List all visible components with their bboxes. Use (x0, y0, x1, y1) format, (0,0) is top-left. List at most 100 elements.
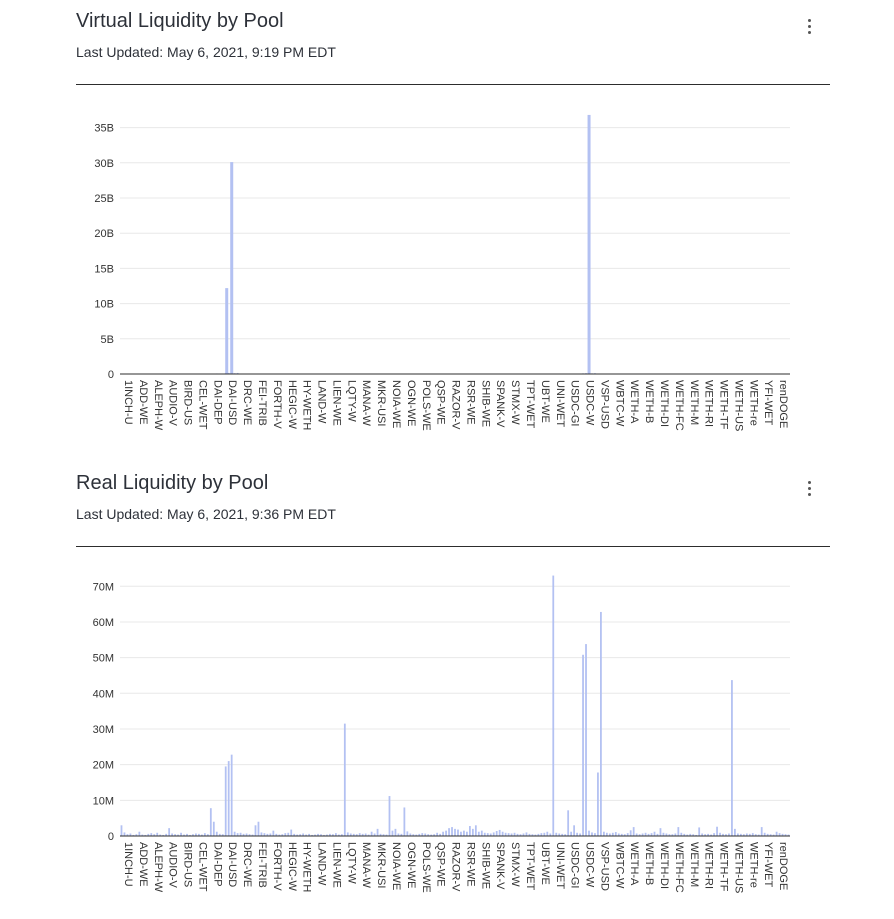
bar[interactable] (248, 834, 251, 836)
bar[interactable] (242, 833, 245, 836)
bar[interactable] (141, 834, 144, 836)
bar[interactable] (275, 833, 278, 836)
bar[interactable] (668, 834, 671, 836)
bar[interactable] (680, 832, 683, 836)
bar[interactable] (451, 827, 453, 836)
bar[interactable] (540, 833, 543, 836)
bar[interactable] (203, 833, 206, 836)
bar[interactable] (302, 833, 305, 836)
bar[interactable] (403, 807, 406, 836)
bar[interactable] (513, 832, 516, 836)
bar[interactable] (742, 834, 745, 836)
bar[interactable] (525, 832, 528, 836)
bar[interactable] (427, 834, 430, 836)
bar[interactable] (787, 834, 790, 836)
bar[interactable] (221, 834, 224, 836)
bar[interactable] (305, 834, 308, 836)
bar[interactable] (361, 833, 364, 836)
bar[interactable] (751, 833, 754, 836)
bar[interactable] (716, 826, 718, 836)
bar[interactable] (704, 834, 707, 836)
bar[interactable] (370, 831, 373, 836)
bar[interactable] (171, 833, 174, 836)
bar[interactable] (477, 831, 480, 836)
bar[interactable] (534, 834, 537, 836)
bar[interactable] (337, 834, 340, 836)
bar[interactable] (323, 834, 325, 836)
kebab-menu-icon[interactable] (802, 478, 818, 500)
bar[interactable] (442, 831, 444, 836)
bar[interactable] (611, 832, 614, 836)
bar[interactable] (570, 831, 573, 836)
bar[interactable] (224, 766, 227, 836)
bar[interactable] (192, 834, 194, 836)
bar[interactable] (588, 830, 590, 836)
bar[interactable] (233, 831, 236, 836)
bar[interactable] (656, 833, 659, 836)
bar[interactable] (558, 833, 561, 836)
bar[interactable] (326, 834, 328, 836)
bar[interactable] (600, 611, 602, 836)
bar[interactable] (537, 833, 540, 836)
bar[interactable] (332, 834, 334, 836)
bar[interactable] (168, 828, 171, 836)
bar[interactable] (174, 834, 176, 836)
bar[interactable] (659, 828, 662, 836)
bar[interactable] (725, 834, 727, 836)
bar[interactable] (567, 810, 570, 836)
bar[interactable] (677, 827, 680, 836)
bar[interactable] (227, 372, 230, 374)
bar[interactable] (635, 833, 638, 836)
bar[interactable] (209, 808, 212, 836)
bar[interactable] (308, 833, 310, 836)
bar[interactable] (225, 288, 229, 374)
bar[interactable] (251, 834, 254, 836)
bar[interactable] (254, 825, 257, 836)
bar[interactable] (644, 832, 647, 836)
bar[interactable] (284, 833, 287, 836)
bar[interactable] (745, 833, 748, 836)
bar[interactable] (424, 833, 427, 836)
bar[interactable] (340, 834, 343, 836)
bar[interactable] (463, 830, 465, 836)
bar[interactable] (448, 828, 450, 836)
bar[interactable] (454, 828, 456, 836)
bar[interactable] (376, 828, 379, 836)
bar[interactable] (439, 833, 442, 836)
bar[interactable] (492, 832, 495, 836)
bar[interactable] (543, 832, 546, 836)
bar[interactable] (674, 833, 677, 836)
bar[interactable] (445, 830, 447, 836)
bar[interactable] (686, 834, 689, 836)
bar[interactable] (198, 833, 200, 836)
bar[interactable] (460, 831, 462, 836)
bar[interactable] (379, 833, 382, 836)
bar[interactable] (385, 834, 388, 836)
bar[interactable] (349, 833, 352, 836)
bar[interactable] (334, 833, 337, 836)
bar[interactable] (519, 834, 522, 836)
bar[interactable] (239, 832, 242, 836)
bar[interactable] (397, 833, 400, 836)
bar[interactable] (358, 833, 361, 836)
bar[interactable] (153, 834, 156, 836)
bar[interactable] (617, 833, 620, 836)
bar[interactable] (343, 723, 346, 836)
bar[interactable] (129, 833, 132, 836)
bar[interactable] (266, 833, 269, 836)
bar[interactable] (466, 831, 468, 836)
bar[interactable] (278, 834, 281, 836)
bar[interactable] (748, 833, 751, 836)
bar[interactable] (489, 833, 492, 836)
bar[interactable] (528, 833, 531, 836)
bar[interactable] (433, 834, 436, 836)
bar[interactable] (364, 833, 367, 836)
bar[interactable] (564, 834, 567, 836)
bar[interactable] (626, 833, 629, 836)
bar[interactable] (671, 834, 674, 836)
bar[interactable] (159, 834, 162, 836)
bar[interactable] (287, 832, 290, 836)
bar[interactable] (710, 834, 712, 836)
bar[interactable] (662, 832, 665, 836)
bar[interactable] (236, 372, 239, 374)
